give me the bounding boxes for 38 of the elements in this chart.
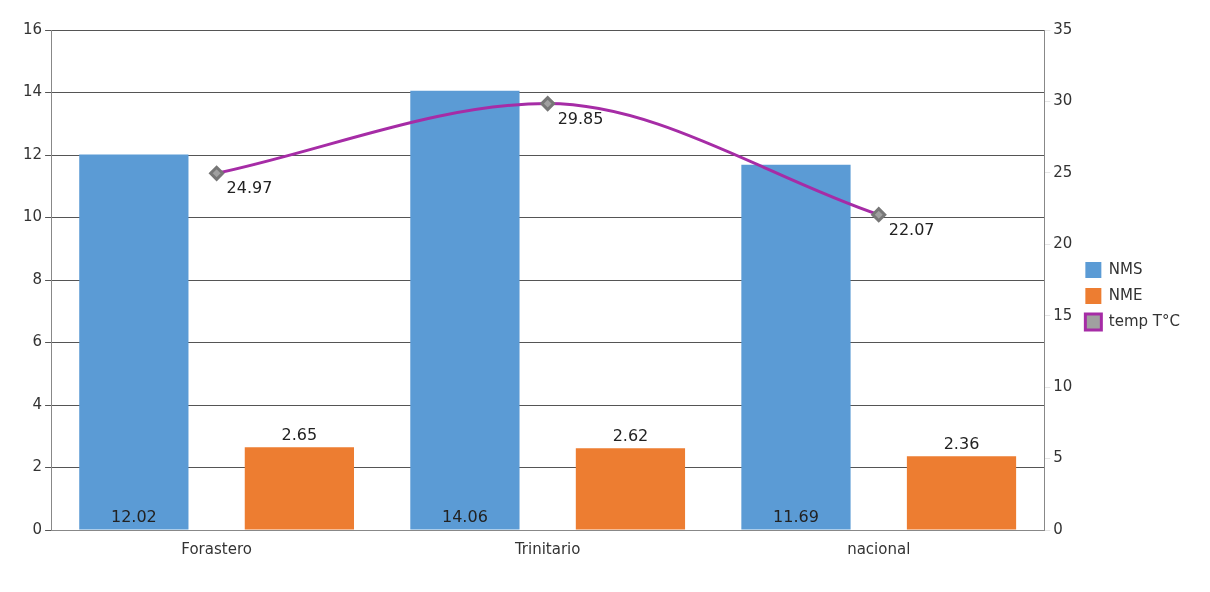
data-label: 24.97	[226, 178, 273, 198]
y-tick-label: 12	[22, 144, 43, 163]
y2-tick-label: 15	[1053, 305, 1073, 324]
y-tick-label: 10	[22, 207, 43, 226]
data-label: 11.69	[773, 506, 819, 526]
data-label: 2.65	[281, 425, 318, 445]
data-label: 12.02	[110, 506, 157, 526]
y-tick-label: 14	[22, 82, 43, 101]
y-tick-label: 4	[32, 394, 43, 413]
bar	[410, 90, 520, 530]
y2-tick-label: 0	[1053, 519, 1063, 538]
bar	[575, 448, 686, 530]
y2-tick-label: 30	[1053, 91, 1073, 110]
legend-label: NMS	[1108, 259, 1143, 278]
bar	[244, 447, 355, 530]
bar	[741, 164, 851, 530]
bar	[79, 154, 189, 530]
y2-tick-label: 20	[1053, 234, 1073, 253]
y-tick-label: 2	[32, 457, 43, 476]
data-label: 14.06	[442, 506, 488, 526]
y2-tick-label: 25	[1053, 162, 1073, 181]
y-tick-label: 6	[32, 332, 43, 351]
y-tick-label: 8	[32, 269, 43, 288]
legend-label: NME	[1108, 285, 1143, 304]
y2-tick-label: 10	[1053, 377, 1073, 396]
y2-tick-label: 35	[1053, 19, 1073, 38]
legend-label: temp T°C	[1108, 311, 1181, 330]
data-label: 22.07	[888, 219, 935, 239]
data-label: 29.85	[557, 108, 604, 128]
x-tick-label: Forastero	[181, 539, 252, 558]
data-label: 2.36	[943, 434, 980, 454]
bar	[906, 456, 1017, 530]
y2-tick-label: 5	[1053, 448, 1063, 467]
x-tick-label: nacional	[847, 539, 911, 558]
y-tick-label: 16	[22, 19, 43, 38]
y-tick-label: 0	[32, 519, 43, 538]
data-label: 2.62	[612, 426, 649, 446]
x-tick-label: Trinitario	[513, 539, 581, 558]
